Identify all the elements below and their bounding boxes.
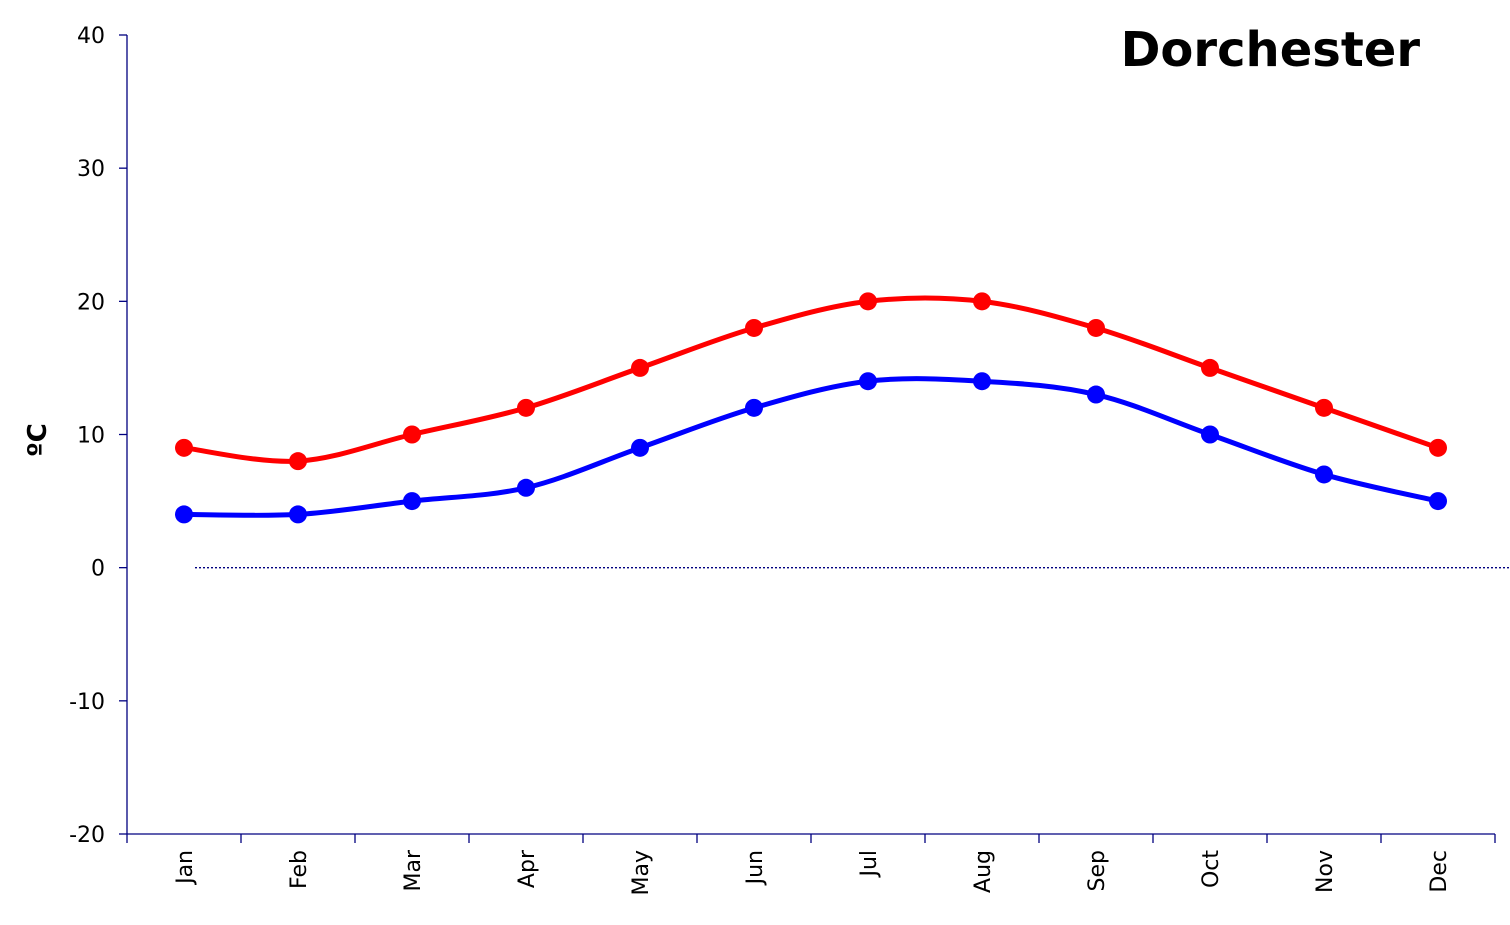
data-point-min <box>1315 465 1333 484</box>
data-point-max <box>175 438 193 457</box>
x-tick-label: Jan <box>173 850 198 886</box>
data-point-min <box>973 372 991 391</box>
y-tick-label: 20 <box>77 290 105 315</box>
x-tick-label: Nov <box>1313 850 1338 893</box>
x-tick-label: Sep <box>1085 850 1110 891</box>
y-tick-label: 0 <box>91 557 105 582</box>
x-tick-label: Dec <box>1427 850 1452 893</box>
data-point-min <box>1087 385 1105 404</box>
data-point-min <box>1201 425 1219 444</box>
data-point-min <box>403 492 421 511</box>
data-point-max <box>1201 358 1219 377</box>
y-axis-label: ºC <box>23 423 53 457</box>
data-point-min <box>175 505 193 524</box>
data-point-max <box>745 318 763 337</box>
data-point-max <box>973 292 991 311</box>
data-point-max <box>289 452 307 471</box>
y-tick-label: 40 <box>77 24 105 49</box>
data-point-max <box>403 425 421 444</box>
x-tick-label: Mar <box>401 849 426 891</box>
data-point-min <box>745 398 763 417</box>
x-tick-label: May <box>629 850 654 895</box>
data-point-max <box>1315 398 1333 417</box>
data-point-max <box>1429 438 1447 457</box>
x-tick-label: Jul <box>857 850 882 879</box>
chart-title: Dorchester <box>1121 22 1421 78</box>
data-point-min <box>859 372 877 391</box>
y-tick-label: -10 <box>69 690 105 715</box>
x-tick-label: Oct <box>1199 850 1224 888</box>
data-point-min <box>1429 492 1447 511</box>
y-tick-label: 10 <box>77 424 105 449</box>
data-point-min <box>289 505 307 524</box>
data-point-min <box>517 478 535 497</box>
x-tick-label: Apr <box>515 849 540 888</box>
y-tick-label: 30 <box>77 157 105 182</box>
y-tick-label: -20 <box>69 823 105 848</box>
data-point-max <box>859 292 877 311</box>
x-tick-label: Aug <box>971 850 996 893</box>
data-point-max <box>517 398 535 417</box>
series-line-max <box>183 295 1439 464</box>
data-point-max <box>1087 318 1105 337</box>
data-point-min <box>631 438 649 457</box>
x-tick-label: Jun <box>743 850 768 886</box>
x-tick-label: Feb <box>287 850 312 889</box>
data-point-max <box>631 358 649 377</box>
